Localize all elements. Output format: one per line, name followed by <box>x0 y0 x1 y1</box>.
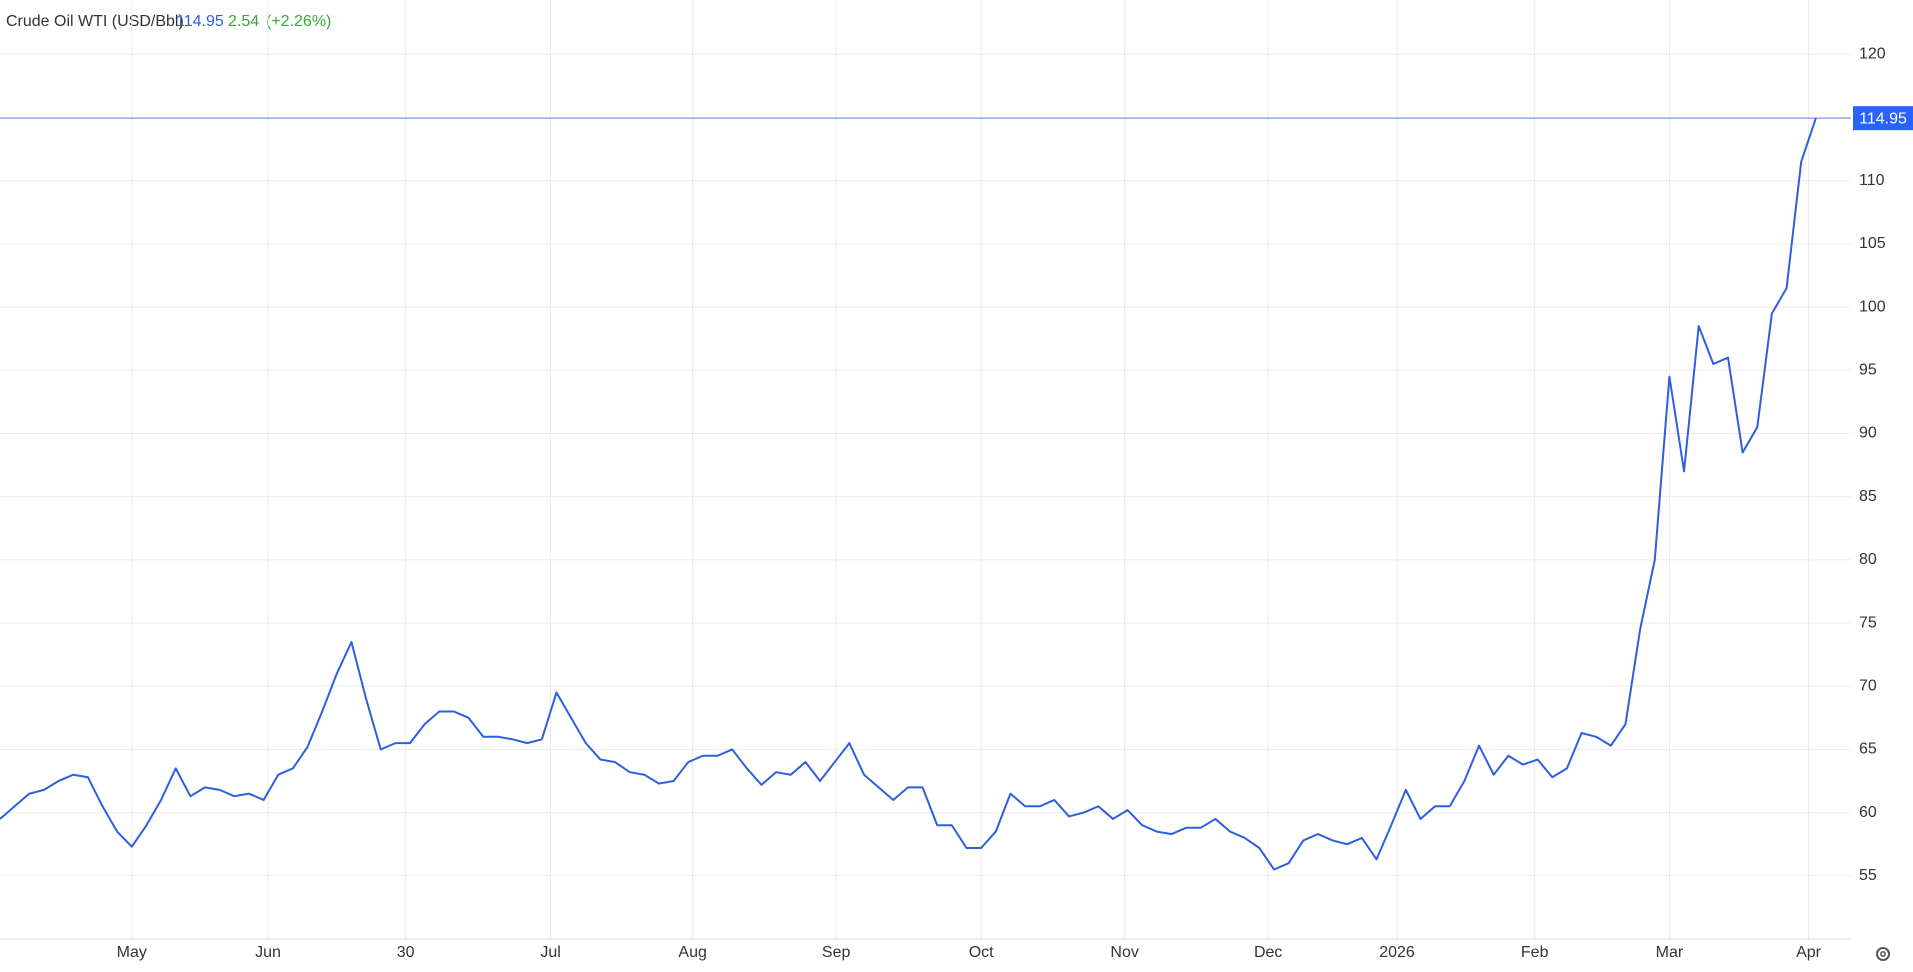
y-tick-label: 60 <box>1859 804 1877 821</box>
x-tick-label: 2026 <box>1379 944 1415 961</box>
x-tick-label: Nov <box>1110 944 1138 961</box>
x-tick-label: Jul <box>540 944 560 961</box>
y-tick-label: 90 <box>1859 425 1877 442</box>
y-tick-label: 110 <box>1859 172 1885 189</box>
y-tick-label: 55 <box>1859 867 1877 884</box>
y-tick-label: 120 <box>1859 46 1886 63</box>
y-tick-label: 100 <box>1859 298 1886 315</box>
y-tick-label: 75 <box>1859 614 1877 631</box>
last-price: 114.95 <box>176 13 224 30</box>
x-tick-label: Oct <box>969 944 994 961</box>
y-tick-label: 105 <box>1859 235 1886 252</box>
x-tick-label: Dec <box>1254 944 1282 961</box>
chart-title: Crude Oil WTI (USD/Bbl) <box>6 13 184 30</box>
y-tick-label: 85 <box>1859 488 1877 505</box>
x-tick-label: May <box>117 944 147 961</box>
settings-icon-ring <box>1876 947 1890 961</box>
price-line <box>0 117 1817 871</box>
x-tick-label: 30 <box>397 944 415 961</box>
last-price-tag-label: 114.95 <box>1859 110 1907 127</box>
settings-icon[interactable] <box>1876 947 1890 961</box>
x-tick-label: Sep <box>822 944 851 961</box>
y-tick-label: 80 <box>1859 551 1877 568</box>
x-tick-label: Feb <box>1521 944 1549 961</box>
price-change-percent: (+2.26%) <box>266 13 331 30</box>
x-tick-label: Apr <box>1796 944 1822 961</box>
x-tick-label: Aug <box>678 944 706 961</box>
y-tick-label: 95 <box>1859 362 1877 379</box>
y-tick-label: 70 <box>1859 677 1877 694</box>
last-price-tag <box>1853 106 1913 131</box>
x-tick-label: Mar <box>1656 944 1684 961</box>
x-tick-label: Jun <box>255 944 281 961</box>
settings-icon-hub <box>1880 951 1886 957</box>
price-change: 2.54 <box>228 13 259 30</box>
y-tick-label: 65 <box>1859 741 1877 758</box>
